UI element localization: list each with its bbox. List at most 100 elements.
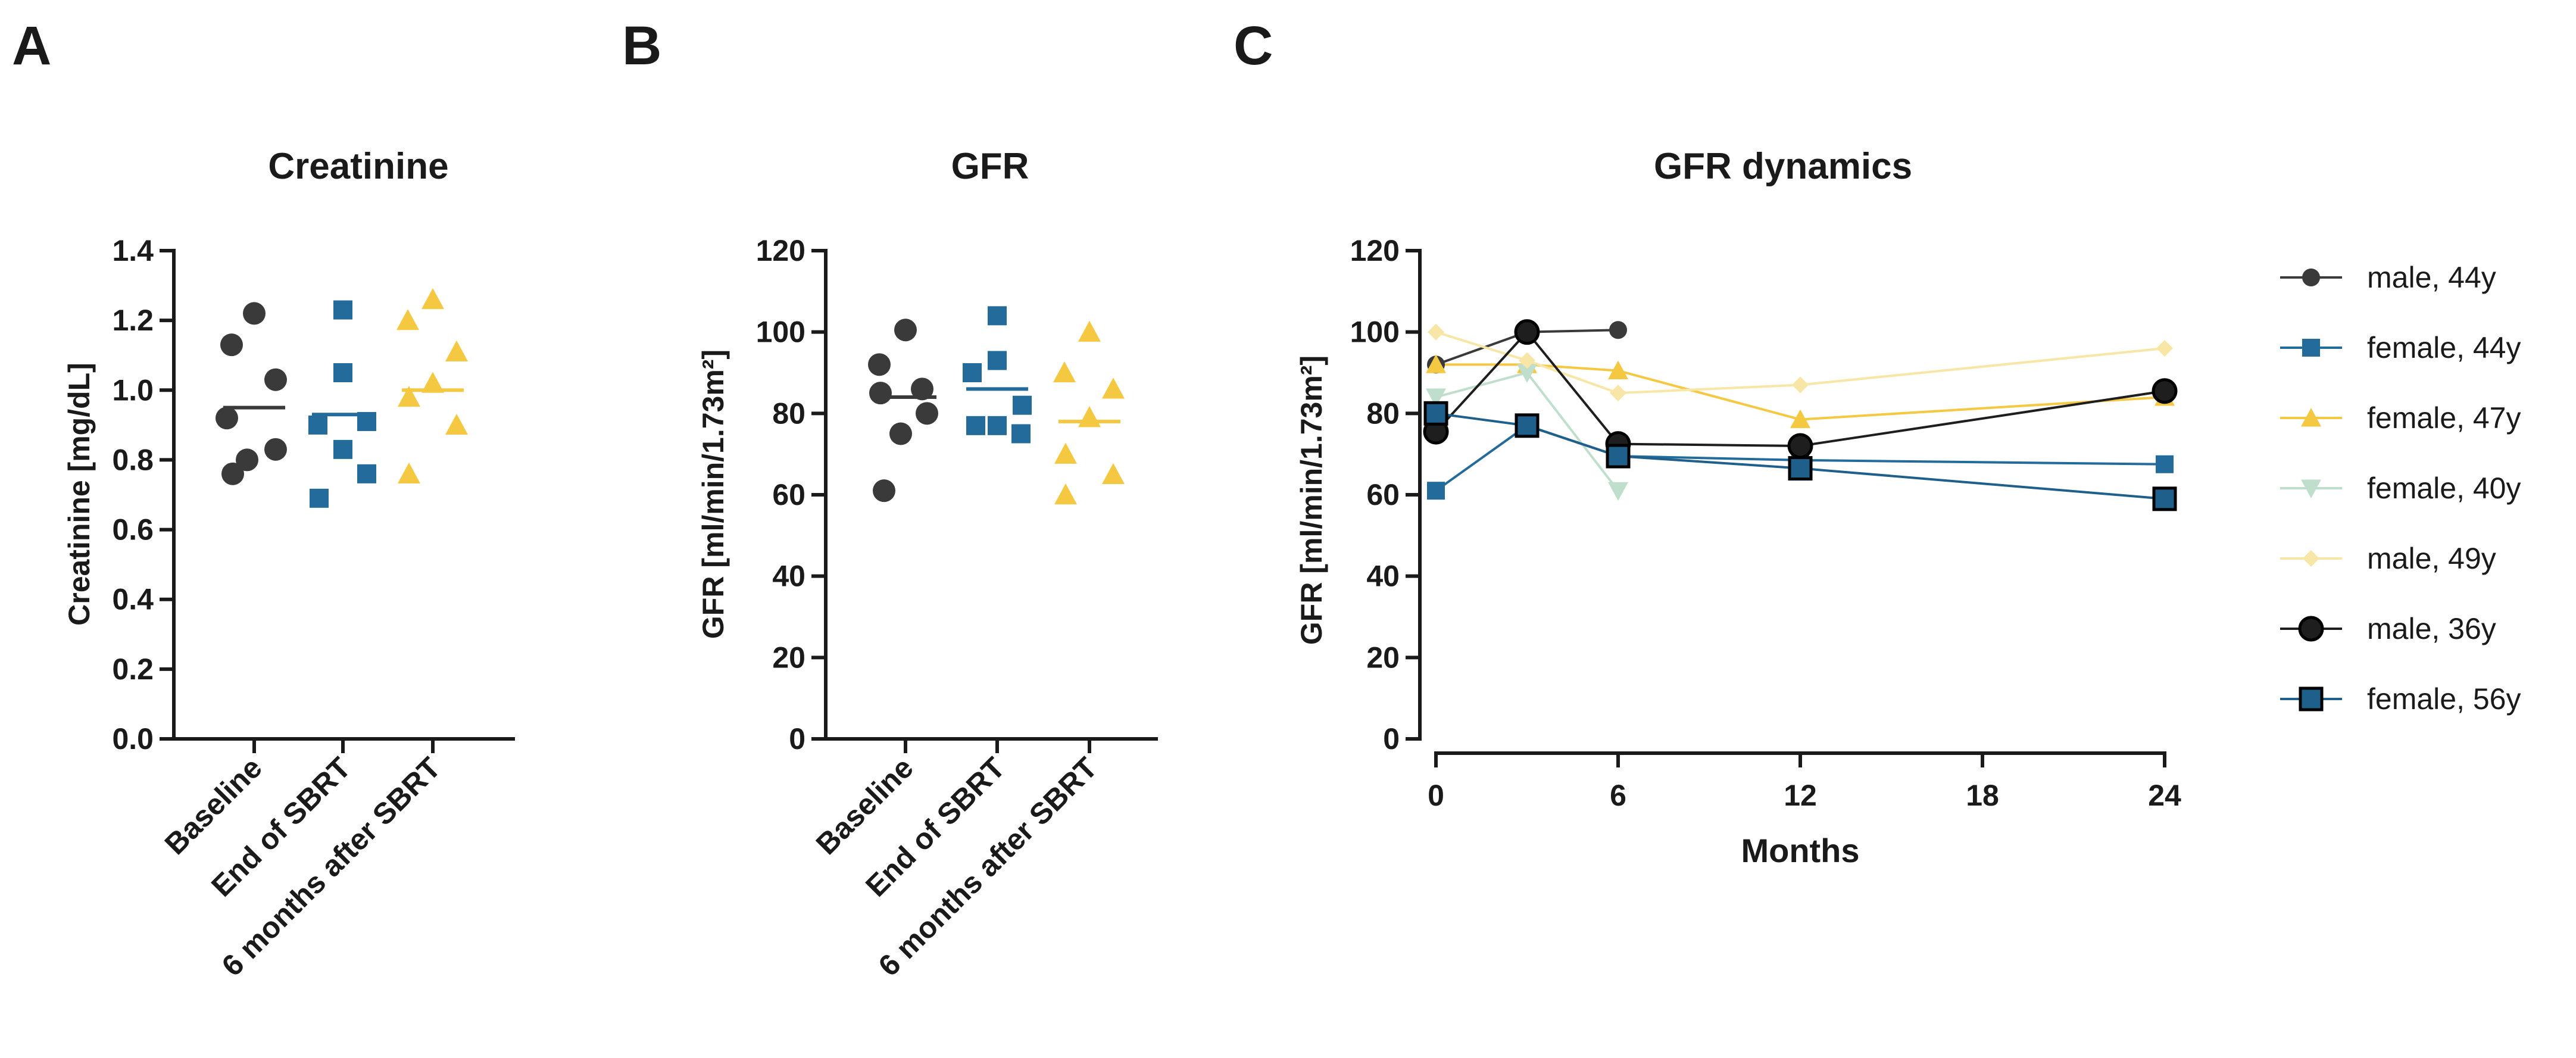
data-point bbox=[1792, 376, 1809, 394]
data-point bbox=[1609, 321, 1627, 339]
y-tick-label: 1.4 bbox=[112, 234, 154, 267]
y-tick-label: 20 bbox=[1366, 641, 1400, 674]
data-point bbox=[1013, 395, 1032, 415]
data-point bbox=[1428, 323, 1444, 341]
data-point bbox=[398, 462, 420, 484]
data-point bbox=[264, 438, 287, 461]
y-tick-label: 100 bbox=[756, 316, 805, 349]
y-tick-label: 1.2 bbox=[112, 304, 154, 337]
x-tick-label: 6 bbox=[1610, 779, 1626, 812]
data-point bbox=[264, 368, 287, 391]
legend-marker bbox=[2298, 616, 2324, 642]
data-point bbox=[1788, 456, 1813, 481]
data-points bbox=[1423, 319, 2178, 511]
data-point bbox=[988, 306, 1007, 326]
chart-title: Creatinine bbox=[268, 146, 448, 187]
data-point bbox=[1078, 406, 1101, 427]
data-point bbox=[445, 413, 468, 435]
y-tick-label: 60 bbox=[1366, 478, 1400, 511]
data-point bbox=[868, 353, 891, 376]
data-point bbox=[357, 464, 376, 483]
legend-marker bbox=[2299, 686, 2324, 711]
legend-label: female, 40y bbox=[2367, 472, 2521, 505]
data-point bbox=[966, 416, 985, 435]
data-point bbox=[333, 300, 352, 320]
data-point bbox=[308, 415, 327, 435]
y-tick-label: 0.2 bbox=[112, 653, 154, 686]
data-point bbox=[1423, 401, 1448, 426]
data-point bbox=[873, 479, 895, 503]
data-point bbox=[1426, 388, 1446, 407]
y-tick-label: 1.0 bbox=[112, 373, 154, 407]
data-point bbox=[1053, 361, 1076, 383]
x-axis-label: Months bbox=[1741, 832, 1859, 869]
data-point bbox=[398, 386, 420, 407]
data-point bbox=[1514, 319, 1540, 345]
data-point bbox=[988, 351, 1007, 370]
data-point bbox=[1427, 482, 1445, 500]
x-tick-label: 24 bbox=[2148, 779, 2181, 812]
data-point bbox=[1608, 360, 1628, 380]
legend-marker bbox=[2301, 408, 2321, 427]
y-tick-label: 80 bbox=[772, 397, 805, 430]
data-point bbox=[1608, 482, 1628, 501]
data-point bbox=[310, 488, 329, 508]
data-point bbox=[221, 462, 244, 485]
y-tick-label: 0.8 bbox=[112, 443, 154, 476]
panel-letter-c: C bbox=[1234, 15, 1273, 76]
chart-title: GFR dynamics bbox=[1654, 146, 1912, 187]
data-point bbox=[1011, 424, 1031, 444]
y-tick-label: 120 bbox=[756, 234, 805, 267]
y-tick-label: 40 bbox=[772, 560, 805, 593]
y-tick-label: 100 bbox=[1350, 316, 1400, 349]
data-point bbox=[916, 402, 938, 425]
legend-label: male, 36y bbox=[2367, 612, 2496, 645]
y-tick-label: 80 bbox=[1366, 397, 1400, 430]
data-point bbox=[1515, 413, 1540, 438]
legend-marker bbox=[2302, 339, 2320, 357]
data-points bbox=[216, 288, 468, 508]
panel-letter-b: B bbox=[622, 15, 661, 76]
y-tick-label: 20 bbox=[772, 641, 805, 674]
data-point bbox=[220, 333, 243, 357]
x-tick-label: 0 bbox=[1428, 779, 1444, 812]
data-point bbox=[396, 309, 419, 330]
x-tick-label: 12 bbox=[1784, 779, 1817, 812]
data-point bbox=[1102, 463, 1125, 484]
data-point bbox=[333, 363, 352, 382]
data-point bbox=[894, 319, 917, 342]
data-point bbox=[2156, 455, 2174, 473]
data-point bbox=[1102, 377, 1125, 399]
data-point bbox=[1610, 385, 1626, 402]
y-axis-label: GFR [ml/min/1.73m²] bbox=[1295, 355, 1328, 645]
y-axis-label: Creatinine [mg/dL] bbox=[63, 363, 96, 626]
data-point bbox=[445, 340, 468, 362]
data-point bbox=[421, 288, 444, 310]
data-point bbox=[421, 372, 444, 393]
data-point bbox=[216, 407, 238, 430]
data-point bbox=[333, 439, 352, 459]
data-point bbox=[2152, 378, 2178, 404]
data-point bbox=[236, 448, 258, 472]
data-point bbox=[243, 302, 266, 325]
legend-marker bbox=[2303, 550, 2319, 567]
data-point bbox=[1054, 442, 1077, 464]
legend-label: male, 49y bbox=[2367, 542, 2496, 575]
data-point bbox=[1790, 409, 1810, 429]
data-point bbox=[988, 416, 1007, 435]
y-axis-label: GFR [ml/min/1.73m²] bbox=[697, 349, 730, 639]
data-point bbox=[1519, 352, 1535, 369]
chart-title: GFR bbox=[951, 146, 1029, 187]
creatinine-chart: Creatinine Creatinine [mg/dL] 0.0 0.2 0.4 0… bbox=[63, 146, 515, 982]
y-tick-label: 0 bbox=[1383, 722, 1400, 756]
y-tick-label: 0.0 bbox=[112, 722, 154, 756]
y-tick-label: 0 bbox=[789, 722, 805, 756]
x-tick-label: 18 bbox=[1966, 779, 1999, 812]
legend-label: male, 44y bbox=[2367, 261, 2496, 294]
data-point bbox=[2156, 340, 2173, 357]
data-point bbox=[1517, 364, 1537, 383]
y-tick-label: 0.6 bbox=[112, 513, 154, 547]
legend-marker bbox=[2301, 479, 2321, 498]
data-point bbox=[1787, 433, 1813, 459]
